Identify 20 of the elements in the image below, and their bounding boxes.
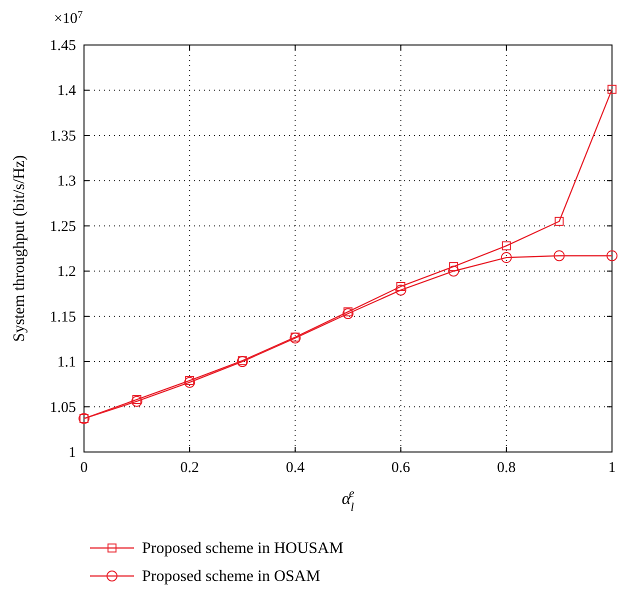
x-tick-label: 0.8: [497, 460, 516, 476]
text: ×10$^{7}$: [54, 10, 83, 27]
y-tick-label: 1.25: [50, 218, 76, 235]
x-tick-label: 1: [608, 460, 616, 476]
x-tick-label: 0.4: [286, 460, 306, 476]
legend-label: Proposed scheme in HOUSAM: [142, 540, 344, 557]
y-axis-title: System throughput (bit/s/Hz): [11, 155, 28, 342]
x-tick-label: 0.2: [180, 460, 199, 476]
x-tick-label: 0.6: [391, 460, 411, 476]
y-tick-label: 1.2: [57, 264, 76, 280]
y-tick-label: 1.4: [57, 83, 76, 100]
x-tick-label: 0: [80, 460, 88, 476]
y-tick-label: 1.45: [50, 38, 76, 54]
y-tick-label: 1.1: [57, 354, 76, 371]
y-tick-label: 1.3: [57, 174, 76, 190]
y-tick-label: 1.35: [50, 128, 76, 144]
y-tick-label: 1.05: [50, 400, 76, 416]
y-tick-label: 1.15: [50, 309, 76, 326]
y-tick-label: 1: [68, 445, 76, 461]
legend-label: Proposed scheme in OSAM: [142, 568, 320, 585]
